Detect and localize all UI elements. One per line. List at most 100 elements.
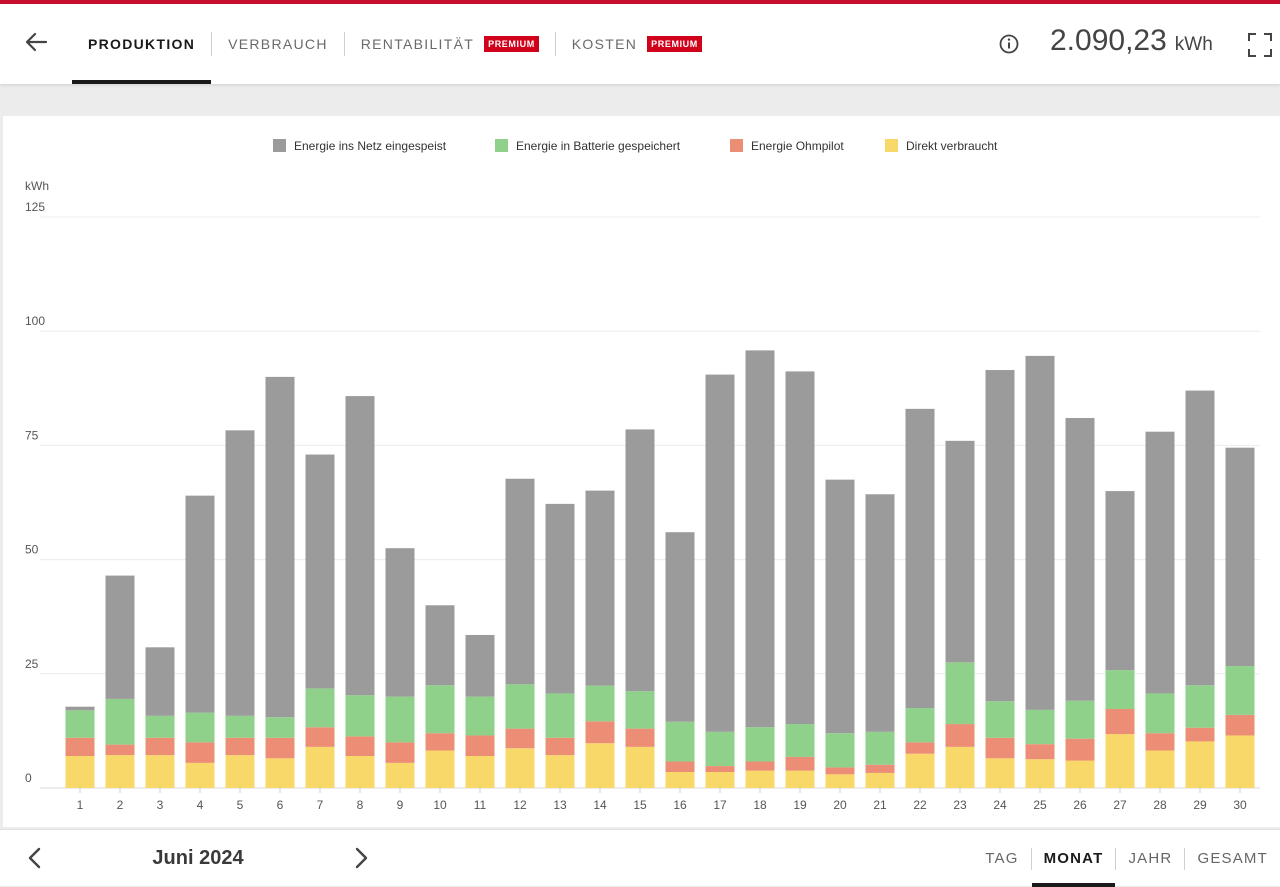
bar-segment (825, 733, 855, 768)
bar-segment (1185, 685, 1215, 728)
legend-item[interactable]: Energie in Batterie gespeichert (495, 139, 681, 153)
bar-segment (545, 737, 575, 756)
bar-stack[interactable] (185, 495, 215, 788)
tab-label: VERBRAUCH (228, 36, 328, 52)
bar-stack[interactable] (505, 478, 535, 788)
bar-stack[interactable] (905, 408, 935, 788)
bar-segment (305, 727, 335, 747)
bar-segment (625, 728, 655, 747)
bar-stack[interactable] (1065, 417, 1095, 788)
bar-segment (65, 710, 95, 738)
legend-item[interactable]: Energie Ohmpilot (730, 139, 844, 153)
range-tab-jahr[interactable]: JAHR (1116, 830, 1184, 887)
bar-stack[interactable] (825, 479, 855, 788)
bar-segment (745, 770, 775, 788)
bar-stack[interactable] (665, 532, 695, 788)
legend-item[interactable]: Direkt verbraucht (885, 139, 998, 153)
bar-segment (185, 762, 215, 788)
tab-label: RENTABILITÄT (360, 36, 475, 52)
bar-stack[interactable] (345, 396, 375, 788)
bar-segment (465, 696, 495, 736)
chart-legend: Energie ins Netz eingespeist Energie in B… (273, 139, 998, 153)
y-tick-label: 50 (25, 543, 39, 557)
bar-segment (1025, 744, 1055, 760)
bar-segment (505, 728, 535, 749)
bar-segment (1185, 741, 1215, 788)
main-tabs: PRODUKTION VERBRAUCH RENTABILITÄT PREMIU… (72, 4, 718, 84)
bar-stack[interactable] (425, 605, 455, 788)
y-tick-label: 125 (25, 200, 45, 214)
x-tick-label: 15 (633, 798, 647, 812)
tab-produktion[interactable]: PRODUKTION (72, 4, 212, 84)
range-tab-gesamt[interactable]: GESAMT (1185, 830, 1280, 887)
fullscreen-icon[interactable] (1246, 31, 1274, 59)
legend-item[interactable]: Energie ins Netz eingespeist (273, 139, 447, 153)
chevron-right-icon[interactable] (348, 844, 374, 872)
bar-stack[interactable] (1025, 355, 1055, 788)
bar-stack[interactable] (305, 454, 335, 788)
bar-segment (705, 772, 735, 788)
bar-segment (625, 429, 655, 692)
info-icon[interactable] (996, 31, 1022, 57)
bar-stack[interactable] (545, 503, 575, 788)
chart-bars (65, 350, 1255, 788)
bar-stack[interactable] (65, 706, 95, 788)
bar-stack[interactable] (985, 370, 1015, 788)
bar-stack[interactable] (1225, 447, 1255, 788)
bar-segment (1145, 733, 1175, 751)
bar-segment (145, 715, 175, 738)
arrow-left-icon[interactable] (22, 28, 50, 56)
legend-label: Energie Ohmpilot (751, 139, 844, 153)
bar-segment (945, 746, 975, 788)
bar-segment (985, 737, 1015, 759)
tab-rentabilitaet[interactable]: RENTABILITÄT PREMIUM (345, 4, 555, 84)
bar-stack[interactable] (745, 350, 775, 788)
bar-stack[interactable] (1145, 431, 1175, 788)
tab-label: KOSTEN (571, 36, 638, 52)
tab-verbrauch[interactable]: VERBRAUCH (212, 4, 344, 84)
x-tick-label: 1 (77, 798, 84, 812)
total-production: 2.090,23 kWh (1050, 24, 1213, 64)
bar-segment (1105, 491, 1135, 671)
header: PRODUKTION VERBRAUCH RENTABILITÄT PREMIU… (0, 4, 1280, 84)
bar-stack[interactable] (465, 634, 495, 788)
x-tick-label: 8 (357, 798, 364, 812)
bar-stack[interactable] (385, 548, 415, 788)
bar-stack[interactable] (625, 429, 655, 788)
bar-stack[interactable] (945, 440, 975, 788)
bar-stack[interactable] (705, 374, 735, 788)
bar-segment (1225, 714, 1255, 736)
x-tick-label: 11 (474, 798, 487, 812)
bar-segment (425, 750, 455, 788)
bar-segment (305, 688, 335, 728)
range-tab-monat[interactable]: MONAT (1031, 830, 1116, 887)
chevron-left-icon[interactable] (22, 844, 48, 872)
legend-swatch (885, 139, 898, 152)
range-divider (1030, 847, 1032, 870)
bar-segment (145, 737, 175, 756)
bar-stack[interactable] (1185, 390, 1215, 788)
bar-segment (825, 774, 855, 788)
bar-stack[interactable] (105, 575, 135, 788)
bar-segment (1185, 390, 1215, 686)
bar-stack[interactable] (865, 494, 895, 788)
bar-stack[interactable] (145, 647, 175, 788)
bar-segment (825, 767, 855, 775)
bar-stack[interactable] (585, 490, 615, 788)
bar-stack[interactable] (785, 371, 815, 788)
bar-segment (585, 743, 615, 788)
range-tab-tag[interactable]: TAG (973, 830, 1030, 887)
bar-segment (385, 548, 415, 697)
bar-stack[interactable] (265, 376, 295, 788)
bar-segment (705, 731, 735, 767)
x-tick-label: 21 (873, 798, 887, 812)
tab-kosten[interactable]: KOSTEN PREMIUM (556, 4, 718, 84)
bar-segment (225, 715, 255, 738)
bar-stack[interactable] (1105, 491, 1135, 788)
bar-segment (585, 685, 615, 722)
bar-segment (905, 753, 935, 788)
bar-segment (745, 761, 775, 771)
x-tick-label: 20 (833, 798, 847, 812)
period-label[interactable]: Juni 2024 (152, 847, 244, 869)
bar-stack[interactable] (225, 430, 255, 788)
